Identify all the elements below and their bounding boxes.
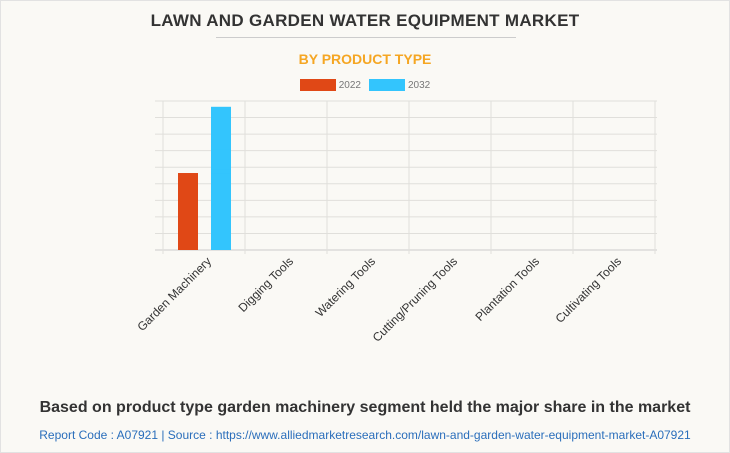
chart-title: LAWN AND GARDEN WATER EQUIPMENT MARKET: [150, 11, 580, 30]
x-tick-label: Watering Tools: [313, 254, 379, 320]
legend-swatch-2022: [299, 79, 336, 91]
legend-item-2022[interactable]: 2022: [299, 79, 361, 91]
x-tick-label: Plantation Tools: [472, 254, 542, 324]
x-tick-label: Garden Machinery: [134, 254, 214, 334]
x-tick-label: Digging Tools: [235, 254, 296, 315]
x-tick-label: Cultivating Tools: [553, 254, 625, 326]
legend-label-2032: 2032: [408, 79, 431, 91]
bar-2022: [178, 218, 198, 250]
source-line[interactable]: Report Code : A07921 | Source : https://…: [39, 428, 691, 442]
chart-caption: Based on product type garden machinery s…: [39, 399, 691, 416]
legend: 2022 2032: [0, 79, 730, 91]
legend-label-2022: 2022: [338, 79, 361, 91]
legend-swatch-2032: [369, 79, 405, 91]
chart-subtitle: BY PRODUCT TYPE: [298, 51, 432, 67]
title-divider: [216, 37, 516, 38]
x-tick-label: Cutting/Pruning Tools: [370, 254, 460, 344]
bar-2032: [211, 173, 231, 250]
legend-item-2032[interactable]: 2032: [369, 79, 430, 91]
